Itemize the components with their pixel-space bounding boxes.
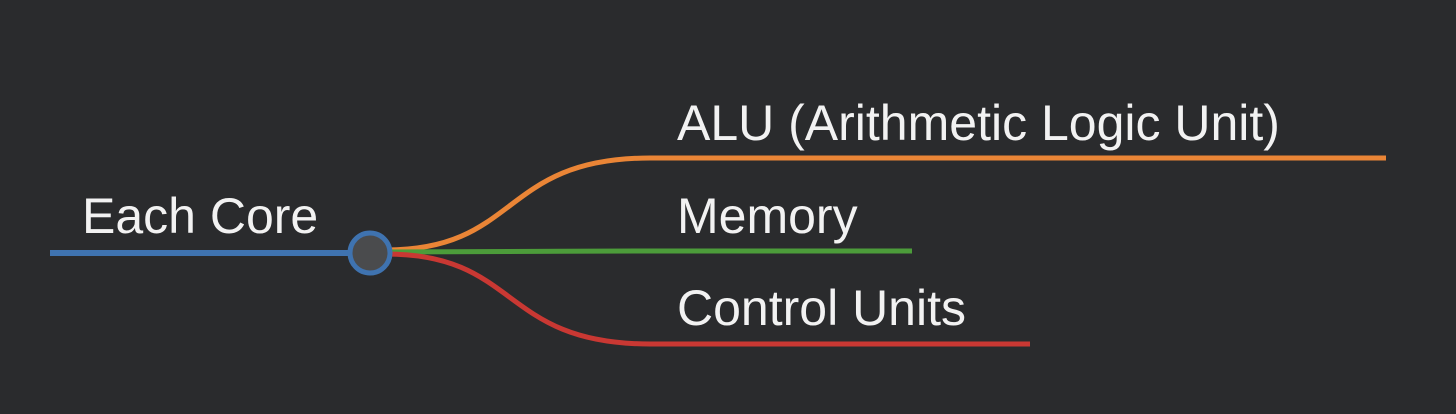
branch-line-control-units	[385, 251, 1030, 347]
root-node-label[interactable]: Each Core	[82, 188, 318, 244]
root-hub-node[interactable]	[347, 230, 393, 276]
branch-label-memory[interactable]: Memory	[677, 188, 858, 244]
branch-line-alu	[385, 155, 1386, 253]
branch-line-memory	[385, 248, 912, 255]
branch-label-alu[interactable]: ALU (Arithmetic Logic Unit)	[677, 95, 1280, 151]
branch-label-control-units[interactable]: Control Units	[677, 280, 966, 336]
